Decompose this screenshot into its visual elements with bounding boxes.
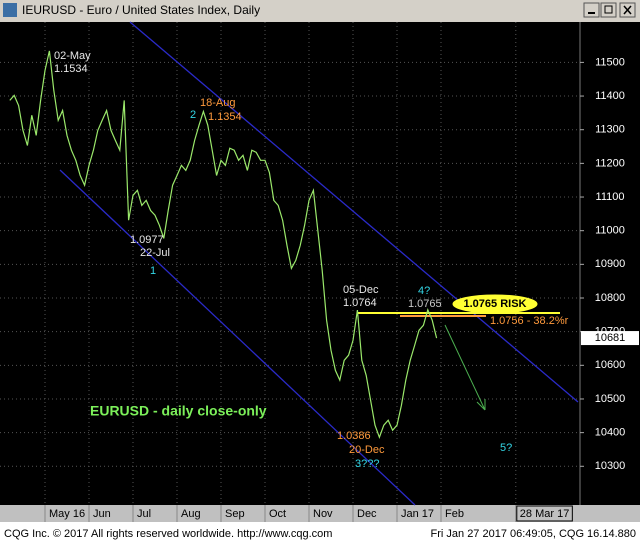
cursor-date-box (516, 505, 573, 522)
status-right: Fri Jan 27 2017 06:49:05, CQG 16.14.880 (431, 528, 636, 540)
annotation: 1.1354 (208, 111, 242, 123)
annotation: 1.0977 (130, 234, 164, 246)
price-line (9, 50, 438, 440)
y-tick-label: 10800 (595, 292, 626, 304)
last-price-label: 10681 (595, 332, 626, 344)
status-left: CQG Inc. © 2017 All rights reserved worl… (4, 528, 332, 540)
last-price-box (581, 331, 639, 346)
annotation: 3??? (355, 458, 379, 470)
y-tick-label: 11300 (595, 124, 625, 136)
y-tick-label: 10600 (595, 359, 626, 371)
y-tick-label: 11200 (595, 157, 625, 169)
x-tick-label: Jul (137, 508, 151, 520)
annotation: 22-Jul (140, 247, 170, 259)
x-tick-label: Sep (225, 508, 245, 520)
annotation: 05-Dec (343, 284, 379, 296)
x-tick-label: 28 Mar 17 (520, 508, 570, 520)
risk-ellipse (452, 294, 538, 314)
y-tick-label: 11500 (595, 56, 625, 68)
maximize-icon (604, 5, 613, 14)
annotation: 5? (500, 442, 512, 454)
annotation: EURUSD - daily close-only (90, 403, 267, 419)
upper-channel-line (129, 21, 579, 403)
app-icon (3, 3, 17, 17)
title-bar (0, 0, 640, 20)
annotation: 1.0756 - 38.2%r (490, 315, 569, 327)
annotation: 20-Dec (349, 444, 385, 456)
annotation: 02-May (54, 50, 91, 62)
annotation: 1.1534 (54, 63, 88, 75)
status-bar (0, 522, 640, 544)
annotation: 1.0764 (343, 297, 377, 309)
y-tick-label: 10500 (595, 393, 626, 405)
x-tick-label: Jun (93, 508, 111, 520)
y-tick-label: 10400 (595, 427, 626, 439)
window-buttons[interactable] (583, 2, 636, 18)
y-tick-label: 11100 (596, 191, 625, 203)
x-tick-label: Nov (313, 508, 333, 520)
y-tick-label: 10900 (595, 258, 626, 270)
window-title: IEURUSD - Euro / United States Index, Da… (22, 3, 260, 17)
annotation: 1 (150, 265, 156, 277)
projection-arrow (444, 324, 486, 411)
x-tick-label: Aug (181, 508, 201, 520)
time-axis (0, 505, 640, 522)
y-tick-label: 10300 (595, 460, 626, 472)
annotation: 18-Aug (200, 97, 235, 109)
lower-channel-line (59, 169, 416, 506)
annotation: 4? (418, 285, 430, 297)
minimize-button[interactable] (583, 2, 600, 18)
x-tick-label: May 16 (49, 508, 85, 520)
x-tick-label: Feb (445, 508, 464, 520)
plot-background (0, 22, 640, 505)
close-icon (623, 5, 632, 15)
x-tick-label: Jan 17 (401, 508, 434, 520)
annotation: 2 (190, 109, 196, 121)
x-tick-label: Oct (269, 508, 286, 520)
annotation: 1.0386 (337, 430, 371, 442)
annotation: 1.0765 RISK (464, 298, 527, 310)
x-tick-label: Dec (357, 508, 377, 520)
annotation: 1.0765 (408, 298, 442, 310)
y-tick-label: 11400 (595, 90, 625, 102)
maximize-button[interactable] (600, 2, 617, 18)
y-tick-label: 11000 (595, 225, 625, 237)
